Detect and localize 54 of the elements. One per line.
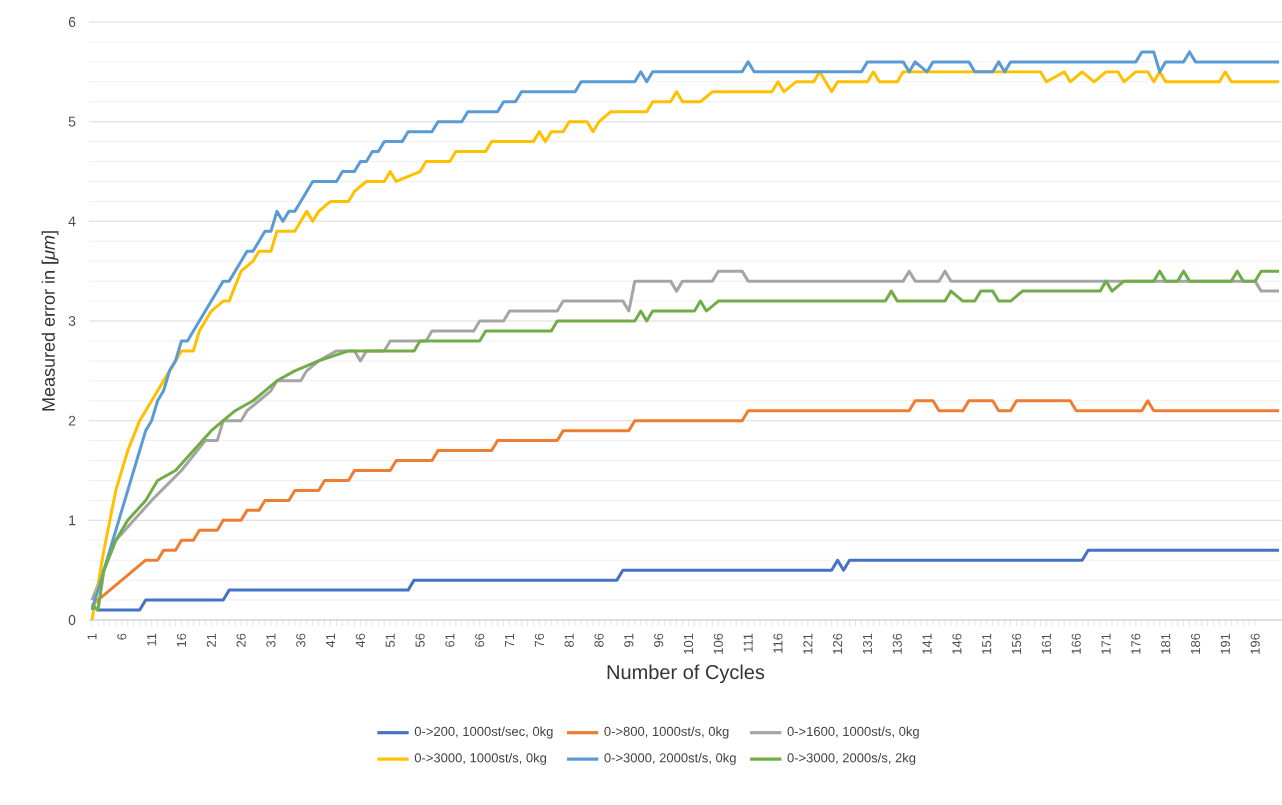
y-tick-label: 3 xyxy=(68,316,76,326)
x-tick-label: 126 xyxy=(833,633,843,654)
legend-label: 0->800, 1000st/s, 0kg xyxy=(604,726,729,739)
x-tick-label: 116 xyxy=(773,633,783,653)
x-tick-label: 56 xyxy=(415,633,425,647)
legend-label: 0->1600, 1000st/s, 0kg xyxy=(787,726,919,739)
y-tick-label: 2 xyxy=(68,415,76,426)
x-tick-label: 191 xyxy=(1220,633,1230,654)
x-tick-label: 41 xyxy=(326,633,336,648)
y-tick-label: 6 xyxy=(68,17,76,27)
x-tick-label: 166 xyxy=(1071,633,1081,654)
x-tick-label: 151 xyxy=(982,633,992,654)
x-tick-label: 51 xyxy=(385,633,395,647)
x-tick-label: 96 xyxy=(654,633,664,647)
x-tick-label: 16 xyxy=(176,633,187,647)
x-tick-label: 91 xyxy=(624,633,634,647)
x-tick-label: 186 xyxy=(1190,633,1201,654)
legend-label: 0->3000, 2000st/s, 0kg xyxy=(604,752,736,766)
x-tick-label: 21 xyxy=(206,633,216,647)
x-tick-label: 86 xyxy=(594,633,604,647)
x-tick-label: 26 xyxy=(236,633,246,647)
x-tick-label: 141 xyxy=(922,633,932,654)
x-axis-title: Number of Cycles xyxy=(607,664,765,684)
legend-label: 0->3000, 2000s/s, 2kg xyxy=(787,752,916,766)
x-tick-label: 156 xyxy=(1011,633,1022,654)
x-tick-label: 46 xyxy=(355,633,366,648)
x-tick-label: 101 xyxy=(683,633,694,654)
x-tick-label: 106 xyxy=(713,633,723,654)
x-tick-label: 176 xyxy=(1131,633,1141,654)
x-tick-label: 161 xyxy=(1041,633,1051,654)
x-tick-label: 136 xyxy=(892,633,902,654)
x-tick-label: 61 xyxy=(445,633,455,647)
legend-label: 0->3000, 1000st/s, 0kg xyxy=(414,752,547,766)
x-tick-label: 196 xyxy=(1250,633,1260,654)
legend-label: 0->200, 1000st/sec, 0kg xyxy=(414,726,553,739)
x-tick-label: 11 xyxy=(147,633,157,646)
x-tick-label: 36 xyxy=(296,633,306,648)
y-tick-label: 1 xyxy=(69,515,76,526)
x-tick-label: 6 xyxy=(117,633,127,640)
x-tick-label: 31 xyxy=(266,633,276,648)
y-tick-label: 0 xyxy=(68,615,76,625)
x-tick-label: 121 xyxy=(803,633,813,654)
x-tick-label: 111 xyxy=(743,633,753,652)
x-tick-label: 131 xyxy=(862,633,873,654)
y-tick-label: 5 xyxy=(68,116,76,127)
y-tick-label: 4 xyxy=(68,216,76,227)
x-tick-label: 146 xyxy=(952,633,962,654)
x-tick-label: 171 xyxy=(1101,633,1111,654)
x-tick-label: 81 xyxy=(564,633,574,647)
x-tick-label: 181 xyxy=(1161,633,1171,654)
x-tick-label: 1 xyxy=(87,633,97,640)
x-tick-label: 76 xyxy=(534,633,544,647)
x-tick-label: 71 xyxy=(505,633,515,647)
x-tick-label: 66 xyxy=(475,633,485,647)
